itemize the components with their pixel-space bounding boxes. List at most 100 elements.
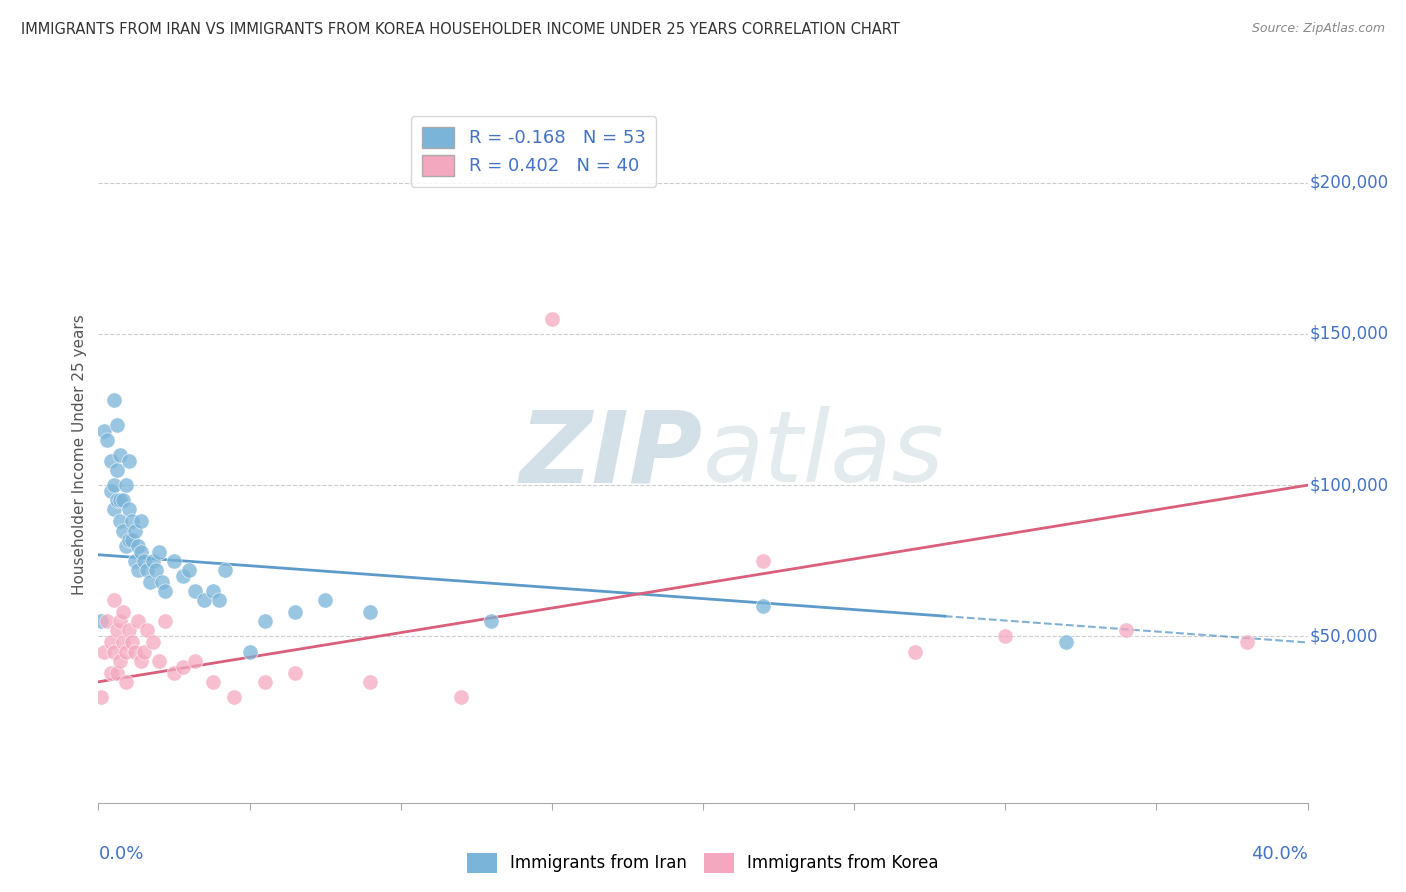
Point bbox=[118, 624, 141, 638]
Point bbox=[184, 584, 207, 599]
Text: $100,000: $100,000 bbox=[1310, 476, 1389, 494]
Point bbox=[114, 478, 136, 492]
Point bbox=[103, 393, 125, 408]
Text: 0.0%: 0.0% bbox=[98, 845, 143, 863]
Point bbox=[142, 554, 165, 568]
Point bbox=[100, 484, 122, 499]
Point bbox=[224, 690, 246, 704]
Text: Source: ZipAtlas.com: Source: ZipAtlas.com bbox=[1251, 22, 1385, 36]
Point bbox=[360, 605, 382, 619]
Point bbox=[111, 605, 134, 619]
Legend: Immigrants from Iran, Immigrants from Korea: Immigrants from Iran, Immigrants from Ko… bbox=[461, 847, 945, 880]
Point bbox=[111, 493, 134, 508]
Point bbox=[103, 478, 125, 492]
Point bbox=[100, 635, 122, 649]
Point bbox=[135, 563, 157, 577]
Point bbox=[752, 554, 775, 568]
Point bbox=[314, 593, 336, 607]
Point bbox=[93, 644, 115, 658]
Point bbox=[127, 615, 149, 629]
Point bbox=[105, 624, 128, 638]
Point bbox=[752, 599, 775, 614]
Point bbox=[1115, 624, 1137, 638]
Point bbox=[253, 615, 276, 629]
Point bbox=[214, 563, 236, 577]
Point bbox=[1236, 635, 1258, 649]
Point bbox=[148, 654, 170, 668]
Point bbox=[148, 545, 170, 559]
Point bbox=[904, 644, 927, 658]
Point bbox=[108, 493, 131, 508]
Point bbox=[360, 674, 382, 689]
Point bbox=[96, 615, 118, 629]
Point bbox=[129, 654, 152, 668]
Point bbox=[105, 493, 128, 508]
Point bbox=[135, 624, 157, 638]
Text: $150,000: $150,000 bbox=[1310, 325, 1389, 343]
Point bbox=[132, 554, 155, 568]
Point bbox=[253, 674, 276, 689]
Point bbox=[108, 515, 131, 529]
Point bbox=[108, 615, 131, 629]
Point bbox=[108, 654, 131, 668]
Point bbox=[150, 574, 173, 589]
Point bbox=[121, 515, 143, 529]
Point bbox=[124, 644, 146, 658]
Point bbox=[124, 524, 146, 538]
Point bbox=[994, 629, 1017, 643]
Point bbox=[118, 454, 141, 468]
Text: 40.0%: 40.0% bbox=[1251, 845, 1308, 863]
Point bbox=[103, 502, 125, 516]
Point bbox=[90, 690, 112, 704]
Point bbox=[93, 424, 115, 438]
Point bbox=[127, 539, 149, 553]
Point bbox=[172, 659, 194, 673]
Point bbox=[172, 569, 194, 583]
Point bbox=[111, 635, 134, 649]
Point bbox=[450, 690, 472, 704]
Point bbox=[90, 615, 112, 629]
Point bbox=[163, 665, 186, 680]
Point bbox=[105, 463, 128, 477]
Point bbox=[103, 644, 125, 658]
Point bbox=[114, 644, 136, 658]
Point bbox=[96, 433, 118, 447]
Point bbox=[208, 593, 231, 607]
Point bbox=[111, 524, 134, 538]
Point bbox=[124, 554, 146, 568]
Point bbox=[103, 593, 125, 607]
Point bbox=[114, 539, 136, 553]
Point bbox=[202, 584, 225, 599]
Point bbox=[100, 665, 122, 680]
Text: ZIP: ZIP bbox=[520, 407, 703, 503]
Point bbox=[127, 563, 149, 577]
Point bbox=[129, 545, 152, 559]
Point bbox=[114, 674, 136, 689]
Point bbox=[481, 615, 503, 629]
Point bbox=[239, 644, 262, 658]
Point bbox=[284, 605, 307, 619]
Point bbox=[153, 615, 176, 629]
Point bbox=[129, 515, 152, 529]
Point bbox=[184, 654, 207, 668]
Point bbox=[153, 584, 176, 599]
Text: $50,000: $50,000 bbox=[1310, 627, 1378, 646]
Point bbox=[100, 454, 122, 468]
Point bbox=[121, 533, 143, 547]
Point bbox=[139, 574, 162, 589]
Point bbox=[142, 635, 165, 649]
Point bbox=[163, 554, 186, 568]
Legend: R = -0.168   N = 53, R = 0.402   N = 40: R = -0.168 N = 53, R = 0.402 N = 40 bbox=[411, 116, 657, 186]
Text: atlas: atlas bbox=[703, 407, 945, 503]
Point bbox=[540, 311, 562, 326]
Point bbox=[202, 674, 225, 689]
Text: $200,000: $200,000 bbox=[1310, 174, 1389, 192]
Point bbox=[1054, 635, 1077, 649]
Point bbox=[284, 665, 307, 680]
Point bbox=[193, 593, 215, 607]
Point bbox=[132, 644, 155, 658]
Point bbox=[118, 502, 141, 516]
Point bbox=[145, 563, 167, 577]
Point bbox=[105, 665, 128, 680]
Point bbox=[108, 448, 131, 462]
